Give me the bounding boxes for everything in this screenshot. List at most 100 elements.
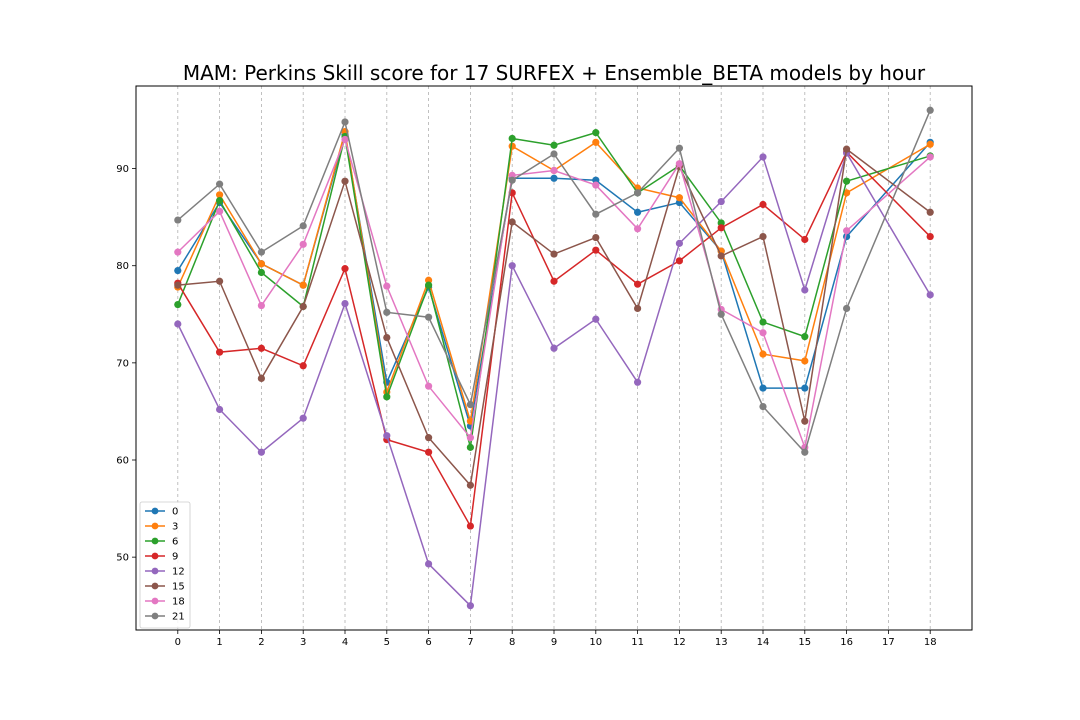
- data-point: [216, 197, 224, 205]
- data-point: [592, 246, 600, 254]
- data-point: [759, 384, 767, 392]
- data-point: [759, 318, 767, 326]
- x-tick-label: 3: [300, 637, 306, 648]
- data-point: [425, 560, 433, 568]
- data-point: [843, 145, 851, 153]
- legend-swatch-marker: [151, 612, 159, 620]
- data-point: [508, 176, 516, 184]
- data-point: [216, 405, 224, 414]
- data-point: [843, 304, 851, 313]
- data-point: [634, 225, 642, 233]
- data-point: [926, 232, 934, 241]
- x-tick-label: 4: [342, 637, 348, 648]
- x-tick-label: 13: [715, 637, 728, 648]
- data-point: [801, 448, 809, 456]
- data-point: [801, 333, 809, 341]
- legend-label: 0: [172, 507, 178, 518]
- data-point: [843, 189, 851, 197]
- data-point: [216, 207, 224, 215]
- legend-swatch-marker: [151, 522, 159, 530]
- data-point: [299, 240, 307, 248]
- x-tick-label: 10: [589, 637, 602, 648]
- data-point: [926, 208, 934, 216]
- data-point: [257, 301, 265, 310]
- series-line-15: [177, 147, 931, 487]
- data-point: [801, 286, 809, 294]
- data-point: [216, 348, 224, 356]
- data-point: [550, 141, 558, 149]
- data-point: [592, 129, 600, 137]
- data-point: [634, 304, 642, 313]
- data-point: [383, 282, 391, 290]
- data-point: [383, 308, 391, 316]
- data-point: [801, 235, 809, 244]
- data-point: [592, 315, 600, 323]
- y-tick-label: 60: [116, 456, 129, 467]
- data-point: [257, 448, 265, 456]
- data-point: [550, 277, 558, 285]
- data-point: [675, 257, 684, 265]
- data-point: [759, 329, 767, 337]
- data-point: [550, 174, 558, 182]
- data-point: [466, 434, 474, 442]
- data-point: [425, 313, 433, 321]
- x-tick-label: 2: [258, 637, 264, 648]
- data-point: [299, 414, 307, 422]
- legend-label: 21: [172, 612, 185, 623]
- data-point: [675, 239, 684, 247]
- legend-swatch-marker: [151, 597, 159, 605]
- data-point: [508, 134, 516, 143]
- series-layer: [174, 106, 934, 610]
- data-point: [675, 144, 684, 152]
- data-point: [425, 448, 433, 456]
- data-point: [592, 233, 600, 242]
- legend: 0 3 6 9 12 15 18 21: [139, 501, 191, 629]
- data-point: [717, 198, 725, 206]
- data-point: [759, 232, 767, 241]
- data-point: [926, 140, 934, 148]
- data-point: [341, 177, 349, 185]
- data-point: [592, 181, 600, 189]
- data-point: [926, 153, 934, 161]
- x-tick-label: 9: [551, 637, 557, 648]
- data-point: [216, 191, 224, 199]
- data-point: [299, 222, 307, 230]
- legend-label: 15: [172, 582, 185, 593]
- data-point: [174, 266, 182, 275]
- x-tick-label: 15: [798, 637, 811, 648]
- data-point: [759, 200, 767, 209]
- x-tick-label: 1: [216, 637, 222, 648]
- data-point: [466, 443, 474, 451]
- y-tick-label: 90: [116, 164, 129, 175]
- y-tick-label: 80: [116, 261, 129, 272]
- data-point: [759, 402, 767, 411]
- data-point: [550, 150, 558, 158]
- data-point: [299, 281, 307, 289]
- series-line-9: [177, 150, 931, 529]
- series-line-12: [177, 151, 931, 608]
- x-tick-label: 11: [631, 637, 644, 648]
- chart-title: MAM: Perkins Skill score for 17 SURFEX +…: [183, 61, 926, 85]
- data-point: [592, 138, 600, 146]
- data-point: [634, 378, 642, 386]
- data-point: [801, 417, 809, 425]
- series-line-18: [177, 137, 931, 451]
- data-point: [675, 160, 684, 168]
- x-tick-label: 8: [509, 637, 515, 648]
- data-point: [801, 357, 809, 365]
- data-point: [466, 522, 474, 530]
- data-point: [216, 180, 224, 188]
- data-point: [174, 320, 182, 328]
- data-point: [466, 401, 474, 409]
- data-point: [634, 280, 642, 288]
- data-point: [383, 334, 391, 342]
- data-point: [383, 432, 391, 440]
- data-point: [174, 216, 182, 224]
- data-point: [508, 218, 516, 226]
- data-point: [299, 302, 307, 311]
- data-point: [341, 118, 349, 126]
- data-point: [425, 281, 433, 289]
- data-point: [257, 374, 265, 382]
- x-tick-label: 14: [757, 637, 770, 648]
